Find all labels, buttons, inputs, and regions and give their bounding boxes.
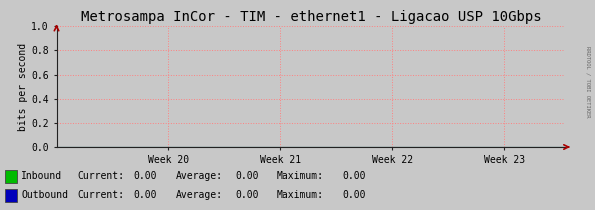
Text: Maximum:: Maximum:	[277, 190, 324, 200]
Text: 0.00: 0.00	[134, 171, 157, 181]
Title: Metrosampa InCor - TIM - ethernet1 - Ligacao USP 10Gbps: Metrosampa InCor - TIM - ethernet1 - Lig…	[80, 10, 541, 24]
Text: RRDTOOL / TOBI OETIKER: RRDTOOL / TOBI OETIKER	[585, 46, 590, 118]
Text: Average:: Average:	[176, 171, 223, 181]
Text: Inbound: Inbound	[21, 171, 62, 181]
Text: 0.00: 0.00	[342, 171, 365, 181]
Text: 0.00: 0.00	[134, 190, 157, 200]
Text: Average:: Average:	[176, 190, 223, 200]
Text: Maximum:: Maximum:	[277, 171, 324, 181]
Text: 0.00: 0.00	[235, 190, 258, 200]
Text: Current:: Current:	[77, 171, 124, 181]
Text: Current:: Current:	[77, 190, 124, 200]
Text: Outbound: Outbound	[21, 190, 68, 200]
Text: 0.00: 0.00	[342, 190, 365, 200]
Y-axis label: bits per second: bits per second	[18, 43, 29, 131]
Text: 0.00: 0.00	[235, 171, 258, 181]
